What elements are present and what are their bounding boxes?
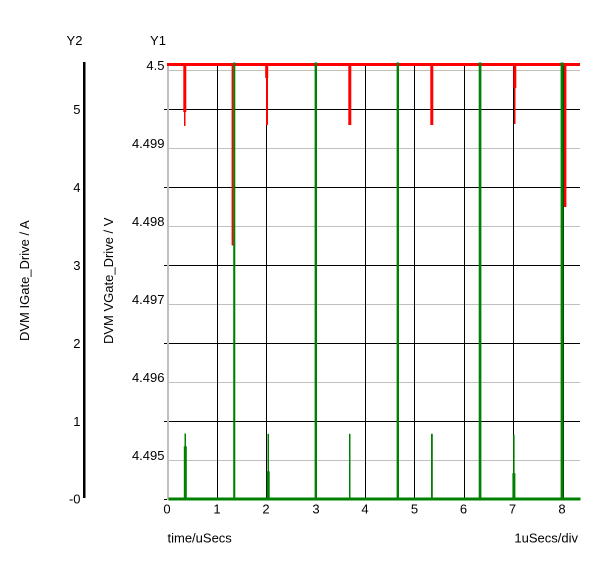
svg-text:4.496: 4.496 <box>132 370 165 385</box>
svg-text:4: 4 <box>361 502 368 517</box>
svg-text:DVM VGate_Drive / V: DVM VGate_Drive / V <box>101 217 116 344</box>
svg-text:-0: -0 <box>69 491 81 506</box>
svg-text:Y2: Y2 <box>67 33 83 48</box>
svg-text:5: 5 <box>73 102 80 117</box>
svg-text:1uSecs/div: 1uSecs/div <box>514 530 578 545</box>
svg-text:8: 8 <box>558 502 565 517</box>
svg-text:DVM IGate_Drive / A: DVM IGate_Drive / A <box>17 220 32 341</box>
svg-text:6: 6 <box>460 502 467 517</box>
svg-text:4.498: 4.498 <box>132 214 165 229</box>
svg-text:2: 2 <box>262 502 269 517</box>
svg-text:4.5: 4.5 <box>146 58 164 73</box>
svg-text:1: 1 <box>73 414 80 429</box>
svg-text:5: 5 <box>411 502 418 517</box>
svg-text:4.497: 4.497 <box>132 292 165 307</box>
svg-text:0: 0 <box>163 502 170 517</box>
svg-text:1: 1 <box>213 502 220 517</box>
svg-text:3: 3 <box>73 258 80 273</box>
svg-text:time/uSecs: time/uSecs <box>168 530 233 545</box>
svg-text:3: 3 <box>312 502 319 517</box>
svg-text:Y1: Y1 <box>150 33 166 48</box>
svg-text:4: 4 <box>73 180 80 195</box>
svg-text:2: 2 <box>73 336 80 351</box>
svg-text:4.499: 4.499 <box>132 136 165 151</box>
svg-text:7: 7 <box>509 502 516 517</box>
svg-text:4.495: 4.495 <box>132 448 165 463</box>
